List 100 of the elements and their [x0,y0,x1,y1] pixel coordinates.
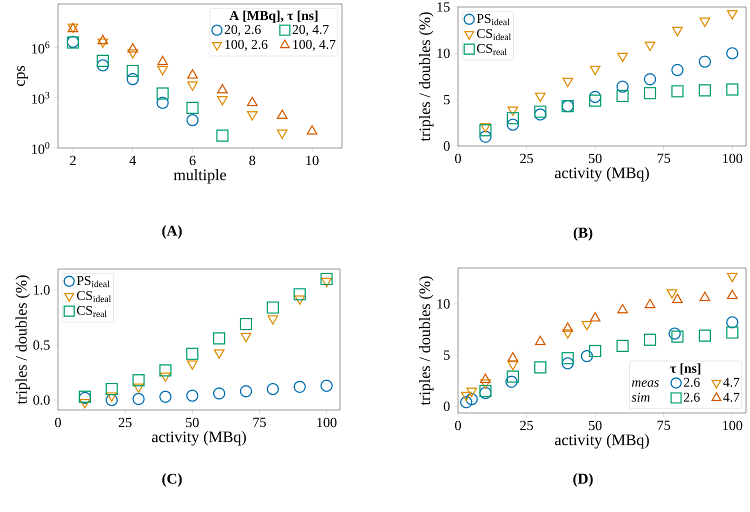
point [506,112,519,124]
point [534,361,546,374]
point [133,384,144,393]
point [700,18,710,27]
x-tick-label: 50 [588,154,602,164]
point [508,106,518,116]
x-tick-label: 8 [249,156,256,166]
point [672,294,683,304]
legend-label: 20, 4.7 [292,24,329,36]
x-tick-label: 50 [186,418,199,428]
x-tick-label: 50 [588,420,602,430]
x-tick-label: 10 [306,156,319,166]
point [562,357,574,370]
y-tick-label: 10$^{6}$ [32,42,50,54]
text: (B) [574,227,592,241]
x-tick-label: 25 [118,418,132,428]
point [159,390,172,403]
y-tick-label: 0.5 [33,340,50,350]
legend-label: 100, 4.7 [293,40,336,51]
x-axis-title: activity (MBq) [554,167,649,182]
annotation: sim [632,392,650,402]
point [726,83,738,96]
point [160,372,171,382]
x-axis-title: activity (MBq) [554,434,649,449]
y-axis-title: cps [17,66,28,86]
point [726,47,738,60]
point [644,42,656,52]
point [157,56,168,66]
point [186,114,199,126]
point [79,398,90,408]
point [616,340,629,352]
point [156,96,169,109]
point [186,390,198,402]
legend-label: 4.7 [723,378,740,387]
point [590,66,601,76]
y-axis-title: triples / doubles (%) [15,275,30,404]
point [294,288,306,300]
point [479,124,492,136]
point [534,336,546,346]
point [726,290,738,300]
x-tick-label: 75 [658,420,670,430]
point [132,374,145,386]
point [266,301,279,314]
y-tick-label: 1.0 [34,285,50,295]
point [320,272,333,286]
point [480,379,491,389]
point [698,84,711,96]
legend-label: 4.7 [723,392,740,402]
point [671,64,684,76]
y-tick-label: 10 [438,299,450,309]
legend-label: PS$_{ideal}$ [76,276,110,288]
point [157,66,168,76]
point [186,102,199,114]
point [726,326,738,339]
legend-label: 20, 2.6 [224,24,261,36]
x-tick-label: 0 [455,154,461,164]
point [671,85,684,98]
point [616,80,629,93]
x-tick-label: 100 [723,420,742,430]
x-tick-label: 75 [253,418,266,428]
y-tick-label: 0.0 [33,395,50,405]
point [156,87,169,100]
legend-label: 100, 2.6 [225,40,268,51]
point [506,370,519,383]
point [562,78,574,88]
x-axis-title: activity (MBq) [152,431,246,446]
point [508,360,518,370]
point [294,380,306,393]
point [268,315,278,325]
y-axis-title: triples / doubles (%) [418,12,434,142]
point [580,350,594,362]
point [671,330,684,343]
point [480,374,491,384]
point [240,318,252,330]
point [96,54,109,67]
point [213,332,226,344]
point [700,292,710,302]
point [97,34,108,44]
x-tick-label: 100 [317,418,336,428]
point [127,43,138,53]
x-tick-label: 0 [455,420,461,430]
y-tick-label: 5 [444,95,450,104]
x-tick-label: 0 [55,418,61,428]
point [672,26,683,36]
text: (D) [573,473,593,487]
point [617,304,628,314]
point [534,106,546,118]
point [617,52,628,62]
x-tick-label: 2 [70,156,76,165]
point [644,298,656,308]
point [589,344,602,358]
point [159,364,172,376]
point [466,393,478,406]
point [590,312,601,322]
x-tick-label: 25 [520,420,534,430]
point [616,90,629,102]
legend-label: CS$_{real}$ [476,44,507,56]
y-tick-label: 10 [438,48,450,58]
point [698,330,711,342]
point [126,73,139,86]
